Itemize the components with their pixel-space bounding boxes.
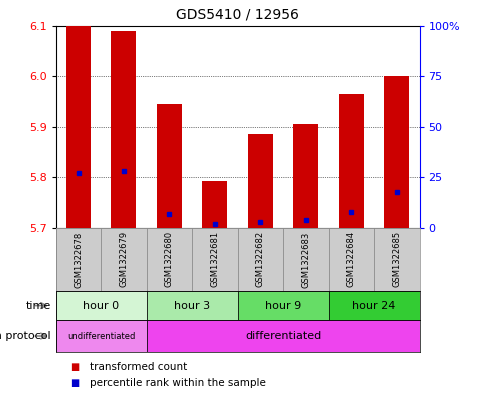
Bar [338,94,363,228]
Bar [66,26,91,228]
Text: hour 24: hour 24 [352,301,395,310]
Bar [383,76,408,228]
Bar [146,291,237,320]
Text: growth protocol: growth protocol [0,331,51,341]
Bar [146,320,419,352]
Title: GDS5410 / 12956: GDS5410 / 12956 [176,7,299,22]
Bar [192,228,237,291]
Text: GSM1322678: GSM1322678 [74,231,83,288]
Text: hour 9: hour 9 [264,301,301,310]
Bar [146,228,192,291]
Bar [157,104,182,228]
Bar [328,291,419,320]
Text: ■: ■ [70,378,79,388]
Text: undifferentiated: undifferentiated [67,332,135,340]
Bar [56,291,146,320]
Text: transformed count: transformed count [90,362,187,373]
Text: differentiated: differentiated [244,331,320,341]
Text: GSM1322679: GSM1322679 [119,231,128,287]
Bar [247,134,272,228]
Text: time: time [26,301,51,310]
Text: hour 3: hour 3 [174,301,210,310]
Text: GSM1322682: GSM1322682 [256,231,264,287]
Bar [237,228,283,291]
Bar [283,228,328,291]
Text: GSM1322683: GSM1322683 [301,231,310,288]
Bar [101,228,146,291]
Bar [328,228,373,291]
Bar [373,228,419,291]
Text: percentile rank within the sample: percentile rank within the sample [90,378,265,388]
Text: GSM1322684: GSM1322684 [346,231,355,287]
Bar [56,228,101,291]
Bar [111,31,136,228]
Text: GSM1322685: GSM1322685 [392,231,400,287]
Text: GSM1322680: GSM1322680 [165,231,174,287]
Bar [237,291,328,320]
Text: hour 0: hour 0 [83,301,119,310]
Bar [56,320,146,352]
Text: ■: ■ [70,362,79,373]
Bar [293,124,318,228]
Text: GSM1322681: GSM1322681 [210,231,219,287]
Bar [202,181,227,228]
